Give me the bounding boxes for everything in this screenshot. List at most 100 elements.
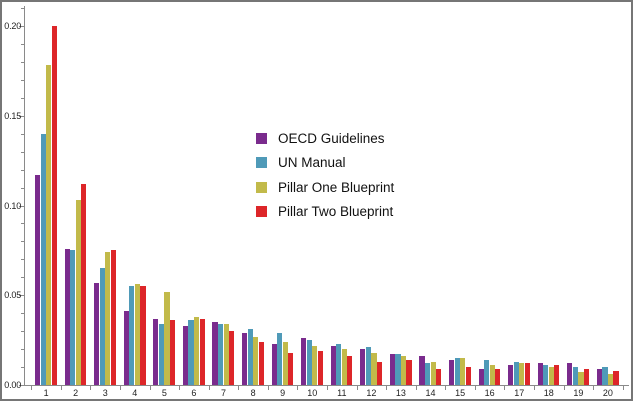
legend-label: Pillar Two Blueprint <box>278 203 394 219</box>
x-tick <box>445 386 447 390</box>
bar-un-manual-cat17 <box>513 361 519 385</box>
bar-oecd-guidelines-cat19 <box>567 363 573 385</box>
x-tick <box>474 386 476 390</box>
bar-pillar-one-blueprint-cat8 <box>253 336 259 385</box>
legend-swatch-un-manual <box>256 157 267 169</box>
x-tick <box>593 386 595 390</box>
x-tick <box>149 386 151 390</box>
x-tick-label: 9 <box>280 388 286 398</box>
y-tick-label: 0.05 <box>4 290 21 301</box>
x-tick <box>297 386 299 390</box>
x-tick-label: 4 <box>132 388 138 398</box>
y-minor-tick <box>21 367 24 369</box>
x-tick-label: 11 <box>337 388 347 398</box>
bar-pillar-two-blueprint-cat18 <box>554 365 560 385</box>
x-tick-label: 13 <box>395 388 406 398</box>
bar-un-manual-cat18 <box>543 365 549 385</box>
y-major-tick <box>19 295 24 297</box>
y-minor-tick <box>21 223 24 225</box>
x-tick-label: 8 <box>250 388 256 398</box>
y-axis-line <box>24 6 25 385</box>
y-minor-tick <box>21 97 24 99</box>
y-tick-label: 0.15 <box>4 110 21 121</box>
bar-pillar-one-blueprint-cat12 <box>371 352 377 385</box>
x-tick-label: 19 <box>573 388 584 398</box>
legend-label: Pillar One Blueprint <box>278 179 395 195</box>
bar-un-manual-cat10 <box>306 340 312 385</box>
legend-swatch-pillar-one-blueprint <box>256 181 267 193</box>
bar-pillar-one-blueprint-cat11 <box>341 349 347 385</box>
y-minor-tick <box>21 79 24 81</box>
bar-un-manual-cat11 <box>336 343 342 385</box>
bar-pillar-two-blueprint-cat12 <box>376 361 383 385</box>
bar-pillar-one-blueprint-cat16 <box>489 365 495 385</box>
bar-un-manual-cat13 <box>395 354 401 385</box>
bar-oecd-guidelines-cat6 <box>182 325 188 385</box>
bar-oecd-guidelines-cat20 <box>596 368 602 385</box>
x-tick <box>119 386 121 390</box>
bar-oecd-guidelines-cat18 <box>537 363 543 385</box>
x-tick <box>356 386 358 390</box>
bar-oecd-guidelines-cat10 <box>301 338 307 385</box>
legend: OECD Guidelines UN Manual Pillar One Bluep… <box>256 132 395 230</box>
y-minor-tick <box>21 187 24 189</box>
y-major-tick <box>19 205 24 207</box>
bar-pillar-two-blueprint-cat5 <box>169 320 176 385</box>
legend-item: UN Manual <box>256 155 394 171</box>
y-major-tick <box>19 385 24 386</box>
bar-oecd-guidelines-cat4 <box>123 311 129 385</box>
y-tick-label: 0.20 <box>4 21 21 31</box>
x-tick-label: 7 <box>221 388 227 398</box>
y-minor-tick <box>21 43 24 45</box>
bar-oecd-guidelines-cat17 <box>508 365 514 385</box>
legend-item: Pillar One Blueprint <box>256 179 395 195</box>
bar-un-manual-cat20 <box>602 367 608 385</box>
x-tick-label: 1 <box>43 388 49 398</box>
x-tick-label: 15 <box>455 388 466 398</box>
x-tick-label: 16 <box>484 388 495 398</box>
x-tick-label: 10 <box>307 388 318 398</box>
legend-label: UN Manual <box>278 155 346 171</box>
bar-pillar-two-blueprint-cat9 <box>288 352 294 385</box>
bar-pillar-two-blueprint-cat1 <box>51 26 57 385</box>
x-tick <box>31 386 33 390</box>
bar-un-manual-cat5 <box>158 323 164 385</box>
y-major-tick <box>19 115 24 117</box>
x-tick <box>386 386 388 390</box>
x-tick-label: 5 <box>161 388 167 398</box>
x-tick-label: 6 <box>191 388 197 398</box>
y-tick-label: 0.10 <box>4 200 21 211</box>
bar-oecd-guidelines-cat14 <box>419 356 425 385</box>
bar-oecd-guidelines-cat15 <box>448 359 455 385</box>
bar-un-manual-cat9 <box>277 332 283 385</box>
bar-pillar-one-blueprint-cat17 <box>519 363 525 385</box>
y-minor-tick <box>21 313 24 315</box>
bar-un-manual-cat19 <box>572 367 578 385</box>
bar-oecd-guidelines-cat16 <box>478 368 484 385</box>
x-tick-label: 18 <box>543 388 554 398</box>
bar-pillar-one-blueprint-cat7 <box>223 323 229 385</box>
y-minor-tick <box>21 8 24 10</box>
bar-un-manual-cat3 <box>99 268 105 385</box>
x-tick <box>563 386 565 390</box>
bar-un-manual-cat7 <box>217 323 224 385</box>
x-axis-line <box>24 385 629 386</box>
y-minor-tick <box>21 277 24 279</box>
x-tick <box>415 386 417 390</box>
bar-oecd-guidelines-cat5 <box>153 318 159 385</box>
bar-pillar-two-blueprint-cat20 <box>613 370 619 385</box>
legend-swatch-oecd-guidelines <box>256 133 267 144</box>
x-tick <box>622 386 624 390</box>
bar-pillar-two-blueprint-cat10 <box>317 350 323 385</box>
bar-un-manual-cat15 <box>454 358 460 385</box>
x-tick-label: 14 <box>425 388 436 398</box>
x-tick <box>238 386 240 390</box>
y-minor-tick <box>21 259 24 261</box>
x-tick-label: 20 <box>602 388 613 398</box>
y-minor-tick <box>21 169 24 171</box>
bar-pillar-one-blueprint-cat9 <box>282 341 288 385</box>
x-tick <box>504 386 506 390</box>
bar-pillar-two-blueprint-cat3 <box>110 250 116 385</box>
bar-un-manual-cat2 <box>70 250 76 385</box>
